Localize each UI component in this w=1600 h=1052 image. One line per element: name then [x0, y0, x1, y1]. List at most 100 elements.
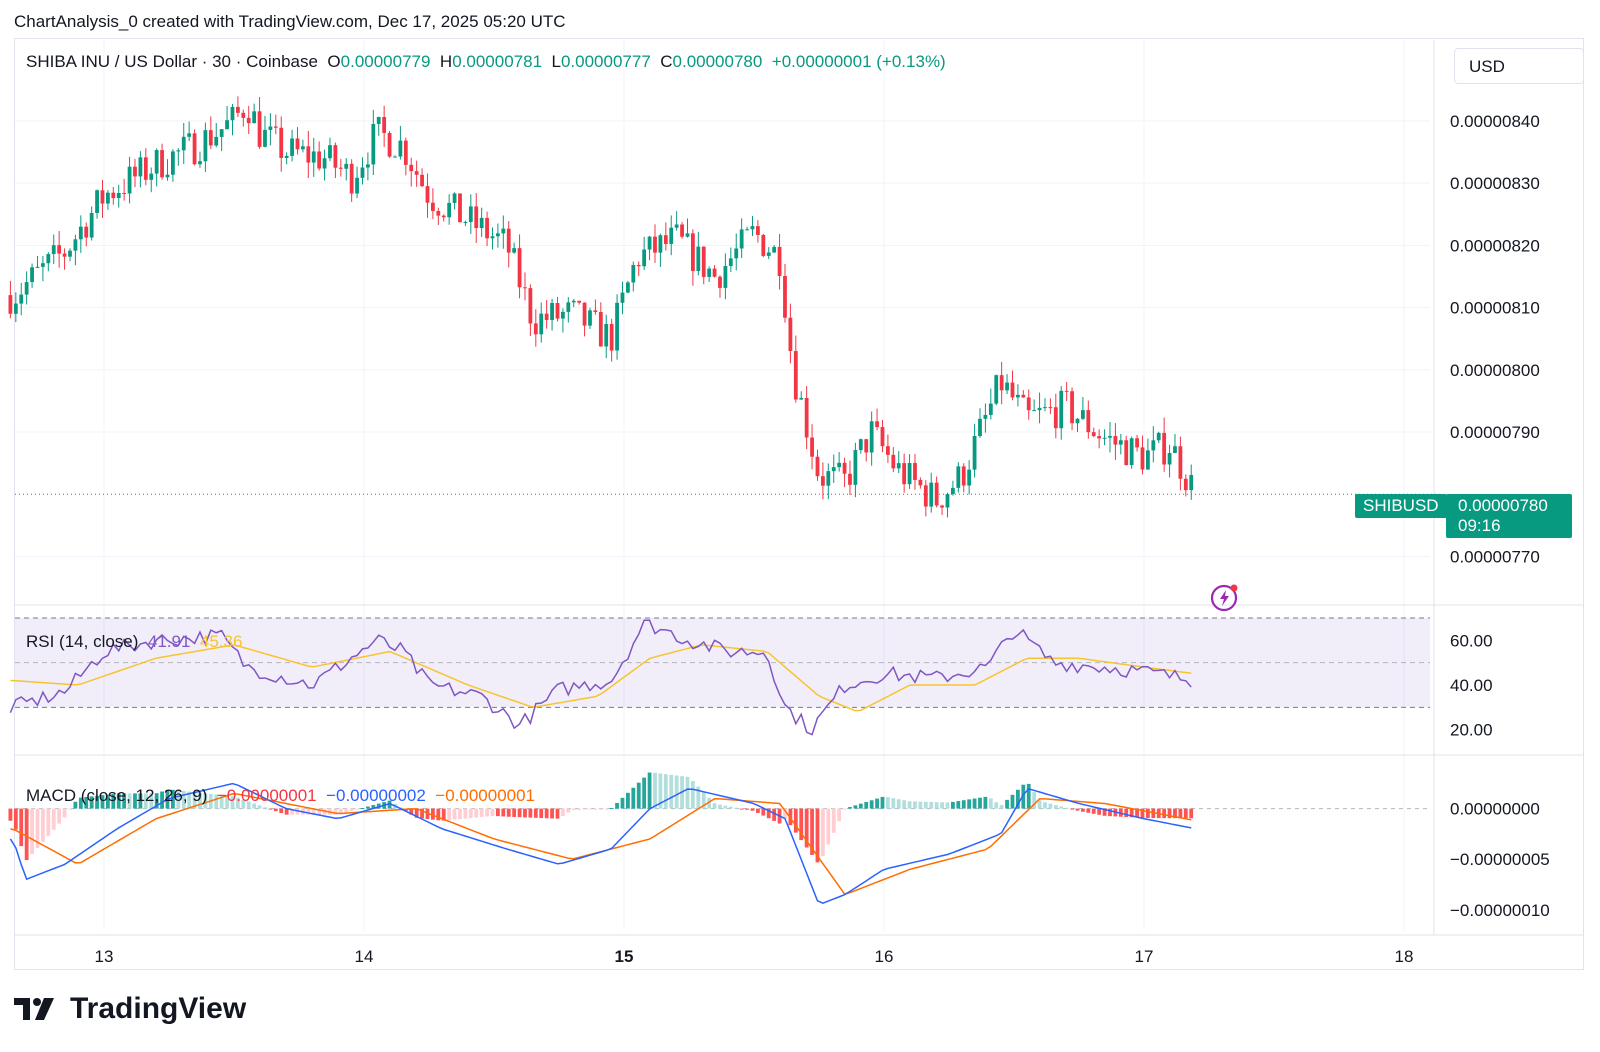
macd-hist-bar: [95, 795, 99, 809]
candle-body: [858, 439, 863, 451]
macd-hist-bar: [431, 808, 435, 820]
candle-body: [317, 151, 322, 169]
macd-hist-bar: [571, 808, 576, 811]
candle-body: [474, 206, 479, 229]
candle-body: [1091, 432, 1096, 437]
macd-tick-label: 0.00000000: [1450, 800, 1540, 819]
macd-hist-bar: [78, 797, 83, 809]
macd-line: [9, 782, 1192, 904]
x-tick-label: 17: [1135, 947, 1154, 966]
candle-body: [929, 482, 934, 507]
candle-body: [1118, 440, 1123, 445]
last-price-value: 0.00000780: [1458, 496, 1548, 515]
macd-hist-bar: [41, 808, 45, 842]
candle-body: [506, 228, 511, 253]
candle-body: [30, 267, 34, 283]
candle-body: [1102, 437, 1107, 439]
macd-hist-bar: [604, 808, 609, 810]
macd-hist-bar: [793, 808, 798, 833]
candle-body: [1059, 390, 1064, 429]
macd-hist-bar: [864, 801, 869, 809]
candle-body: [956, 466, 961, 488]
macd-hist-bar: [810, 808, 814, 855]
macd-hist-bar: [73, 801, 78, 809]
macd-hist-bar: [171, 789, 175, 809]
macd-hist-bar: [875, 798, 879, 809]
candle-body: [306, 146, 311, 163]
candle-body: [674, 224, 679, 228]
macd-hist-bar: [1178, 808, 1183, 819]
candle-body: [826, 471, 831, 486]
macd-hist-bar: [230, 796, 235, 809]
candle-body: [203, 130, 208, 162]
candle-body: [501, 228, 506, 234]
candles: [8, 96, 1194, 518]
macd-hist-bar: [783, 808, 787, 819]
rsi-value: 41.91: [147, 632, 191, 651]
candle-body: [447, 202, 452, 218]
macd-hist-bar: [149, 793, 154, 809]
candle-body: [468, 206, 473, 223]
macd-hist-bar: [474, 808, 479, 818]
candle-body: [111, 192, 116, 199]
macd-hist-bar: [1005, 799, 1009, 809]
candle-body: [793, 351, 798, 400]
candle-body: [853, 450, 858, 485]
candle-body: [799, 397, 804, 400]
macd-hist-bar: [366, 806, 370, 809]
macd-hist-bar: [756, 808, 760, 813]
rsi-legend: RSI (14, close) 41.91 45.36: [26, 632, 242, 652]
candle-body: [988, 403, 993, 415]
candle-body: [322, 158, 327, 169]
logo-text: TradingView: [70, 992, 247, 1025]
candle-body: [116, 192, 121, 199]
macd-hist-bar: [458, 808, 462, 820]
macd-hist-bar: [133, 793, 137, 809]
currency-button[interactable]: USD: [1454, 48, 1584, 84]
macd-hist-bar: [718, 804, 722, 809]
candle-body: [149, 173, 154, 180]
candle-body: [225, 120, 229, 130]
candle-body: [945, 494, 950, 508]
candle-body: [913, 462, 917, 480]
candle-body: [561, 311, 565, 319]
lightning-icon[interactable]: [1210, 582, 1240, 612]
candle-body: [528, 288, 533, 324]
macd-hist-bar: [106, 794, 110, 809]
macd-lines: [9, 782, 1192, 904]
candle-body: [219, 129, 224, 137]
candle-body: [165, 174, 170, 178]
candle-body: [1140, 447, 1145, 470]
candle-body: [393, 156, 397, 158]
macd-hist-bar: [707, 797, 712, 809]
candle-body: [403, 140, 408, 165]
macd-hist-bar: [1021, 784, 1026, 809]
macd-hist-bar: [1135, 808, 1139, 818]
candle-body: [772, 246, 777, 253]
candle-body: [311, 151, 316, 163]
macd-hist-bar: [642, 777, 647, 809]
macd-hist-bar: [1124, 808, 1129, 818]
candle-body: [1081, 410, 1085, 419]
macd-hist-bar: [1086, 808, 1091, 813]
rsi-ma-line: [10, 644, 1192, 712]
macd-hist-bar: [934, 802, 939, 809]
candle-body: [1086, 410, 1091, 433]
macd-hist-bar: [143, 793, 148, 809]
macd-hist-bar: [181, 790, 186, 809]
candle-body: [907, 462, 912, 485]
candle-body: [1167, 452, 1172, 465]
macd-hist-bar: [176, 790, 181, 809]
candle-body: [263, 129, 267, 147]
candle-body: [864, 439, 869, 453]
candle-body: [550, 303, 554, 320]
candle-body: [127, 166, 132, 194]
macd-hist-bar: [371, 805, 376, 809]
candle-body: [387, 132, 392, 157]
candle-body: [523, 287, 527, 289]
candle-body: [19, 294, 24, 304]
tradingview-logo[interactable]: TradingView: [14, 992, 246, 1026]
tradingview-logo-icon: [14, 998, 54, 1020]
x-tick-label: 13: [95, 947, 114, 966]
